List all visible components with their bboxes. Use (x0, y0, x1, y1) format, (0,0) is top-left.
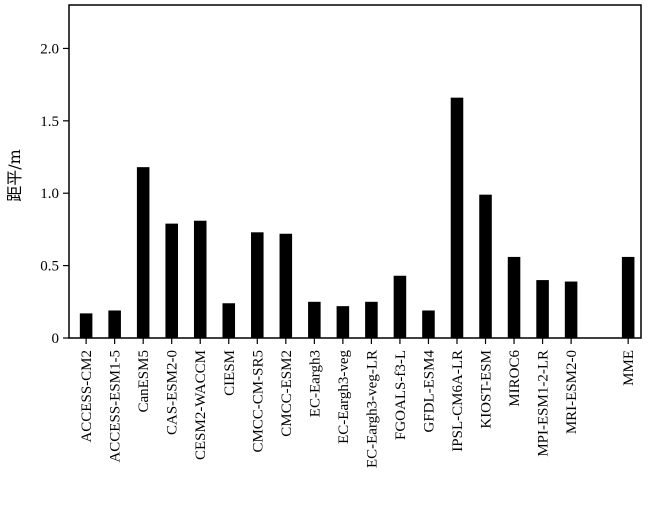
x-tick-label: MRI-ESM2-0 (564, 350, 580, 434)
y-axis-title: 距平/m (5, 149, 24, 202)
bar (136, 167, 150, 338)
y-tick-label: 1.0 (40, 186, 59, 202)
y-tick-label: 0 (52, 331, 60, 347)
x-tick-label: CIESM (222, 350, 238, 396)
bar (536, 280, 549, 338)
x-tick-label: EC-Eargh3-veg (336, 350, 352, 444)
x-tick-label: KIOST-ESM (479, 350, 495, 429)
bar (479, 194, 492, 338)
y-tick-label: 2.0 (40, 41, 59, 57)
x-tick-label: MIROC6 (507, 350, 523, 407)
x-tick-label: ACCESS-CM2 (79, 350, 95, 443)
x-axis: ACCESS-CM2 ACCESS-ESM1-5 CanESM5 CAS-ESM2-0… (79, 338, 637, 468)
bar (393, 275, 407, 338)
y-tick-label: 0.5 (40, 259, 59, 275)
bar (621, 256, 635, 338)
bar (336, 306, 350, 338)
bar (108, 310, 121, 338)
bar (422, 310, 435, 338)
x-tick-label: CanESM5 (136, 350, 152, 413)
x-tick-label: IPSL-CM6A-LR (450, 350, 466, 452)
bars-group (79, 97, 635, 339)
x-tick-label: FGOALS-f3-L (393, 350, 409, 440)
bar (365, 301, 378, 338)
plot-frame (68, 4, 642, 339)
y-axis: 0 0.5 1.0 1.5 2.0 (40, 41, 69, 347)
bar (79, 313, 93, 338)
bar (165, 223, 178, 338)
bar (193, 220, 207, 338)
x-tick-label: EC-Eargh3-veg-LR (364, 350, 380, 468)
x-tick-label: MPI-ESM1-2-LR (536, 350, 552, 457)
bar (507, 256, 521, 338)
x-tick-label: ACCESS-ESM1-5 (108, 350, 124, 463)
x-tick-label: CAS-ESM2-0 (165, 350, 181, 435)
x-tick-label: EC-Eargh3 (307, 350, 323, 417)
x-tick-label: MME (621, 350, 637, 386)
x-tick-label: CMCC-CM-SR5 (250, 350, 266, 453)
bar (251, 232, 264, 338)
bar (564, 281, 578, 338)
bar (279, 233, 293, 338)
bar (450, 97, 464, 339)
bar (222, 303, 236, 338)
x-tick-label: GFDL-ESM4 (421, 350, 437, 433)
y-tick-label: 1.5 (40, 114, 59, 130)
x-tick-label: CMCC-ESM2 (279, 350, 295, 437)
x-tick-label: CESM2-WACCM (193, 350, 209, 460)
bar (308, 301, 321, 338)
